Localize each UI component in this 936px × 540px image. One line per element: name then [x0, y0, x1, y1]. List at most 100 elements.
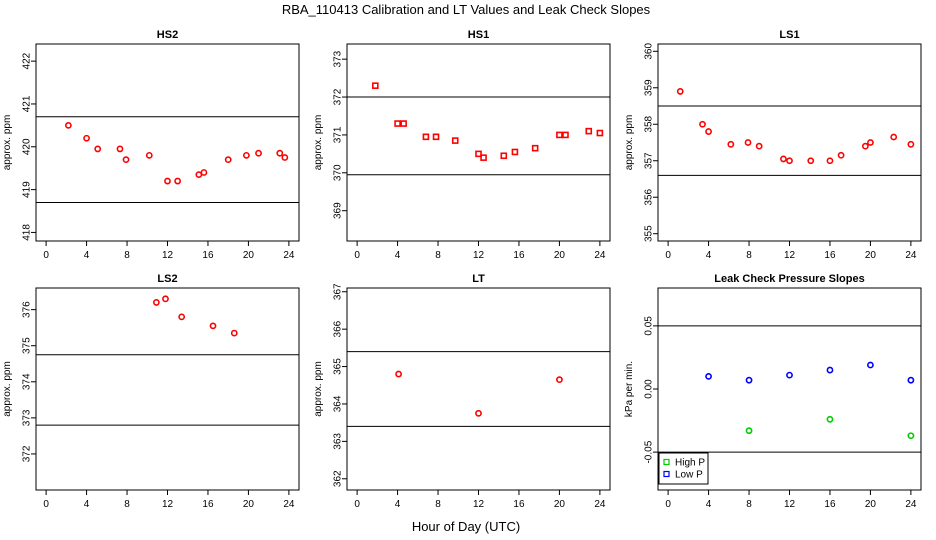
data-point: [162, 295, 169, 303]
legend-marker: [663, 470, 670, 478]
y-tick-label: 360: [644, 43, 655, 60]
x-tick-label: 8: [746, 499, 752, 510]
data-point: [242, 151, 250, 159]
data-point: [164, 177, 171, 185]
x-tick-label: 4: [84, 250, 90, 261]
x-tick-label: 12: [162, 499, 174, 510]
x-tick-label: 24: [594, 250, 606, 261]
data-point: [907, 140, 915, 148]
data-point: [861, 142, 869, 150]
y-tick-label: 374: [22, 373, 33, 390]
data-point: [281, 154, 289, 161]
y-tick-label: 376: [22, 301, 33, 318]
data-point: [152, 299, 160, 306]
data-point: [745, 376, 753, 384]
x-tick-label: 12: [784, 499, 796, 510]
y-axis-label: approx. ppm: [2, 361, 13, 417]
y-tick-label: 356: [644, 188, 655, 205]
x-tick-label: 16: [513, 499, 525, 510]
data-point: [745, 427, 753, 435]
y-axis-label: approx. ppm: [2, 115, 13, 171]
x-tick-label: 4: [706, 499, 712, 510]
x-tick-label: 8: [124, 499, 130, 510]
x-tick-label: 4: [706, 250, 712, 261]
x-tick-label: 12: [784, 250, 796, 261]
data-point: [727, 140, 735, 148]
data-point: [122, 156, 130, 164]
y-tick-label: 422: [22, 52, 33, 69]
x-tick-label: 24: [594, 499, 606, 510]
data-point: [867, 361, 874, 369]
x-tick-label: 16: [202, 499, 214, 510]
y-tick-label: 369: [333, 202, 344, 219]
legend-label: Low P: [675, 470, 703, 481]
x-tick-label: 0: [665, 499, 671, 510]
data-point: [705, 372, 712, 380]
panel-2: HS1 approx. ppm 0 4 8 12 16 20 24 369 370 371 372 373: [313, 29, 611, 261]
data-point: [890, 133, 898, 141]
panel-title: LS2: [157, 273, 177, 285]
data-point: [786, 157, 793, 165]
x-tick-label: 20: [243, 499, 255, 510]
y-tick-label: 373: [22, 409, 33, 426]
y-tick-label: 363: [333, 433, 344, 450]
x-tick-label: 8: [435, 499, 441, 510]
x-tick-label: 0: [354, 250, 360, 261]
panel-title: LT: [472, 273, 485, 285]
x-tick-label: 4: [84, 499, 90, 510]
y-tick-label: 0.05: [644, 316, 655, 336]
data-point: [562, 131, 569, 139]
y-tick-label: 419: [22, 181, 33, 198]
y-tick-label: 370: [333, 164, 344, 181]
x-tick-label: 20: [243, 250, 255, 261]
data-point: [116, 145, 124, 153]
data-point: [422, 133, 430, 141]
legend-marker: [663, 458, 670, 466]
data-point: [372, 82, 379, 89]
y-axis-label: approx. ppm: [313, 361, 324, 417]
data-point: [837, 151, 845, 159]
data-point: [64, 121, 72, 129]
x-tick-label: 16: [824, 499, 836, 510]
data-point: [907, 432, 915, 440]
x-tick-label: 0: [665, 250, 671, 261]
x-tick-label: 24: [905, 499, 917, 510]
data-point: [531, 144, 539, 152]
x-tick-label: 0: [43, 499, 49, 510]
data-point: [596, 129, 604, 137]
y-tick-label: 366: [333, 320, 344, 337]
y-axis-label: kPa per min.: [624, 361, 635, 417]
data-point: [744, 139, 752, 146]
data-point: [230, 329, 238, 337]
data-point: [432, 133, 440, 141]
panel-5: LT approx. ppm 0 4 8 12 16 20 24 362 363 364 365 366 3…: [313, 273, 611, 510]
legend-label: High P: [675, 458, 705, 469]
data-point: [786, 371, 793, 379]
x-tick-label: 16: [824, 250, 836, 261]
panel-3: LS1 approx. ppm 0 4 8 12 16 20 24 355 356 357 358 359…: [624, 29, 922, 261]
y-tick-label: 365: [333, 358, 344, 375]
data-point: [585, 127, 593, 135]
x-tick-label: 4: [395, 499, 401, 510]
data-point: [400, 120, 407, 127]
y-tick-label: 418: [22, 224, 33, 241]
plot-frame: [346, 287, 611, 491]
panel-4: LS2 approx. ppm 0 4 8 12 16 20 24 372 373 374 375 376: [2, 273, 300, 510]
panel-1: HS2 approx. ppm 0 4 8 12 16 20 24 418 419 420 421 422: [2, 29, 300, 261]
data-point: [780, 155, 787, 163]
x-tick-label: 8: [435, 250, 441, 261]
y-tick-label: 358: [644, 115, 655, 132]
x-tick-label: 4: [395, 250, 401, 261]
x-tick-label: 8: [746, 250, 752, 261]
data-point: [556, 131, 563, 139]
x-tick-label: 20: [554, 250, 566, 261]
x-tick-label: 16: [513, 250, 525, 261]
data-point: [705, 128, 712, 135]
data-point: [500, 152, 508, 160]
plot-frame: [346, 43, 611, 242]
y-tick-label: 367: [333, 283, 344, 300]
data-point: [394, 120, 401, 127]
data-point: [699, 120, 706, 128]
y-tick-label: 364: [333, 395, 344, 412]
figure-x-label: Hour of Day (UTC): [412, 519, 520, 534]
